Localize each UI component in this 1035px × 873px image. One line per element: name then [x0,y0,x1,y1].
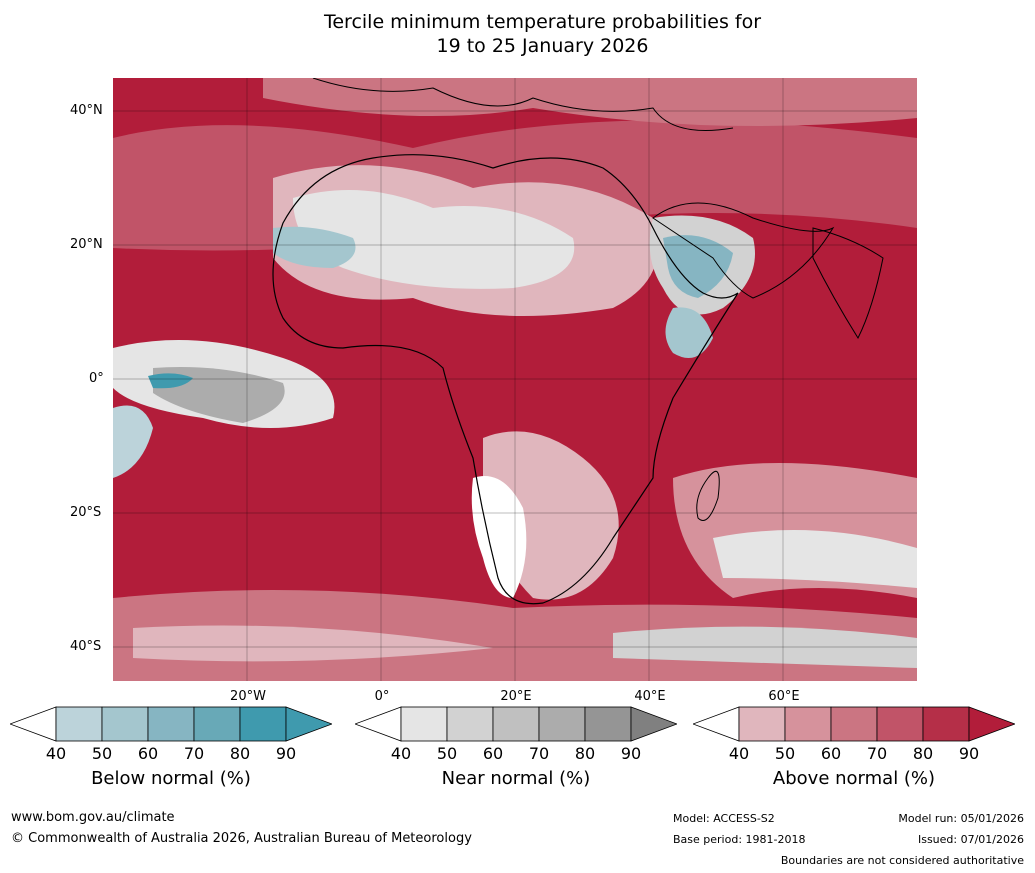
tick-label: 50 [91,744,113,763]
tick-label: 70 [866,744,888,763]
lat-label-equator: 0° [89,371,104,386]
colorbar-near-svg [355,706,677,742]
footer-model-run: Model run: 05/01/2026 [898,812,1024,825]
tick-label: 90 [958,744,980,763]
footer-website: www.bom.gov.au/climate [11,810,175,825]
lon-label-40e: 40°E [634,689,666,704]
colorbar-above-segment [784,706,832,742]
colorbar-below-high-extend [285,706,332,742]
colorbar-below-low-extend [10,706,57,742]
tick-label: 90 [620,744,642,763]
tick-label: 90 [275,744,297,763]
tick-label: 60 [137,744,159,763]
footer-base-period: Base period: 1981-2018 [673,833,806,846]
tick-label: 70 [528,744,550,763]
colorbar-below-segment [147,706,195,742]
tick-label: 50 [774,744,796,763]
colorbar-below [10,706,332,742]
probability-map [113,78,917,681]
colorbar-near-segment [584,706,632,742]
colorbar-below-segment [101,706,149,742]
tick-label: 80 [229,744,251,763]
colorbar-near-segment [538,706,586,742]
colorbar-below-label: Below normal (%) [91,768,251,789]
map-canvas [113,78,917,681]
colorbar-near-segment [446,706,494,742]
tick-label: 60 [820,744,842,763]
lon-label-0: 0° [374,689,390,704]
title-line-2: 19 to 25 January 2026 [436,35,649,57]
colorbar-near-high-extend [630,706,677,742]
footer-disclaimer: Boundaries are not considered authoritat… [780,854,1024,867]
title-line-1: Tercile minimum temperature probabilitie… [323,11,762,33]
tick-label: 40 [45,744,67,763]
lon-label-20w: 20°W [230,689,266,704]
colorbar-near-segment [400,706,448,742]
lat-label-20n: 20°N [70,237,103,252]
tick-label: 80 [912,744,934,763]
footer-copyright: © Commonwealth of Australia 2026, Austra… [11,831,472,846]
colorbar-below-svg [10,706,332,742]
colorbar-near-low-extend [355,706,402,742]
colorbar-below-segment [193,706,241,742]
tick-label: 70 [183,744,205,763]
colorbar-above-label: Above normal (%) [772,768,936,789]
colorbar-below-segment [55,706,103,742]
colorbar-above-segment [738,706,786,742]
colorbar-near [355,706,677,742]
colorbar-below-segment [239,706,287,742]
colorbar-above-low-extend [693,706,740,742]
colorbar-near-segment [492,706,540,742]
lon-label-20e: 20°E [500,689,532,704]
colorbar-above-segment [876,706,924,742]
tick-label: 40 [390,744,412,763]
colorbar-near-label: Near normal (%) [441,768,591,789]
tick-label: 40 [728,744,750,763]
tick-label: 50 [436,744,458,763]
footer-issued: Issued: 07/01/2026 [917,833,1024,846]
tick-label: 80 [574,744,596,763]
colorbar-above-segment [830,706,878,742]
footer-model: Model: ACCESS-S2 [673,812,775,825]
colorbar-above-high-extend [968,706,1015,742]
lat-label-20s: 20°S [70,505,102,520]
colorbar-above [693,706,1015,742]
tick-label: 60 [482,744,504,763]
colorbar-above-segment [922,706,970,742]
lon-label-60e: 60°E [768,689,800,704]
lat-label-40n: 40°N [70,103,103,118]
lat-label-40s: 40°S [70,639,102,654]
colorbar-above-svg [693,706,1015,742]
chart-title: Tercile minimum temperature probabilitie… [0,10,1035,58]
